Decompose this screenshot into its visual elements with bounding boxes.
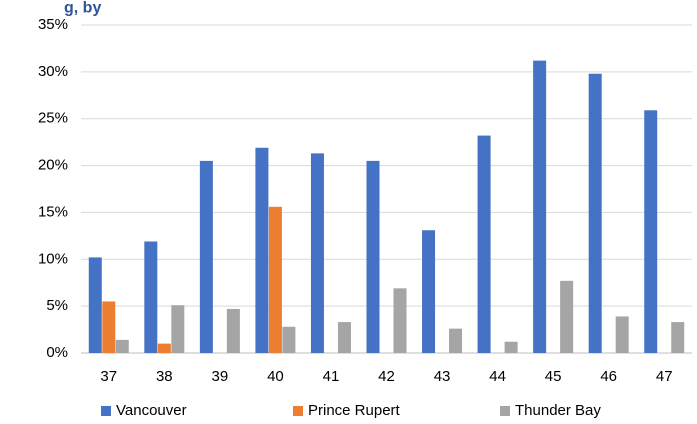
bar-thunder-bay: [282, 326, 296, 353]
bar-vancouver: [477, 135, 491, 353]
x-tick-label: 42: [378, 368, 395, 385]
bar-thunder-bay: [615, 316, 629, 353]
bar-thunder-bay: [671, 322, 685, 353]
y-tick-label: 15%: [38, 203, 68, 220]
legend-swatch: [101, 406, 111, 416]
legend-label: Thunder Bay: [515, 402, 601, 419]
x-tick-label: 44: [489, 368, 506, 385]
x-tick-label: 43: [434, 368, 451, 385]
y-tick-label: 30%: [38, 63, 68, 80]
bar-vancouver: [255, 147, 269, 353]
bar-vancouver: [144, 241, 158, 353]
bar-prince-rupert: [157, 343, 171, 353]
x-tick-label: 38: [156, 368, 173, 385]
bar-thunder-bay: [115, 339, 129, 353]
y-axis: 0% 5% 10% 15% 20% 25% 30% 35%: [38, 16, 68, 361]
y-tick-label: 20%: [38, 157, 68, 174]
bar-thunder-bay: [560, 280, 574, 353]
x-tick-label: 46: [600, 368, 617, 385]
bars: [88, 60, 685, 354]
x-tick-label: 45: [545, 368, 562, 385]
x-tick-label: 37: [100, 368, 117, 385]
chart-title-fragment: g, by: [64, 0, 101, 16]
legend-label: Vancouver: [116, 402, 187, 419]
y-tick-label: 25%: [38, 110, 68, 127]
bar-vancouver: [588, 73, 602, 353]
bar-vancouver: [533, 60, 547, 354]
x-tick-label: 41: [323, 368, 340, 385]
y-tick-label: 35%: [38, 16, 68, 33]
bar-vancouver: [88, 257, 102, 353]
legend-swatch: [293, 406, 303, 416]
bar-prince-rupert: [102, 301, 116, 353]
x-axis: 37 38 39 40 41 42 43 44 45 46 47: [100, 368, 672, 385]
x-tick-label: 39: [212, 368, 229, 385]
bar-vancouver: [199, 160, 213, 353]
legend: Vancouver Prince Rupert Thunder Bay: [101, 402, 601, 419]
bar-vancouver: [310, 153, 324, 353]
bar-thunder-bay: [171, 305, 185, 353]
x-tick-label: 40: [267, 368, 284, 385]
legend-label: Prince Rupert: [308, 402, 401, 419]
bar-thunder-bay: [337, 322, 351, 353]
y-tick-label: 5%: [46, 297, 68, 314]
y-tick-label: 0%: [46, 344, 68, 361]
x-tick-label: 47: [656, 368, 673, 385]
legend-swatch: [500, 406, 510, 416]
bar-vancouver: [422, 230, 436, 353]
bar-thunder-bay: [449, 328, 463, 353]
bar-prince-rupert: [268, 206, 282, 353]
y-tick-label: 10%: [38, 250, 68, 267]
bar-thunder-bay: [393, 288, 407, 353]
bar-thunder-bay: [226, 308, 240, 353]
bar-vancouver: [366, 160, 380, 353]
bar-vancouver: [644, 110, 658, 353]
bar-thunder-bay: [504, 341, 518, 353]
